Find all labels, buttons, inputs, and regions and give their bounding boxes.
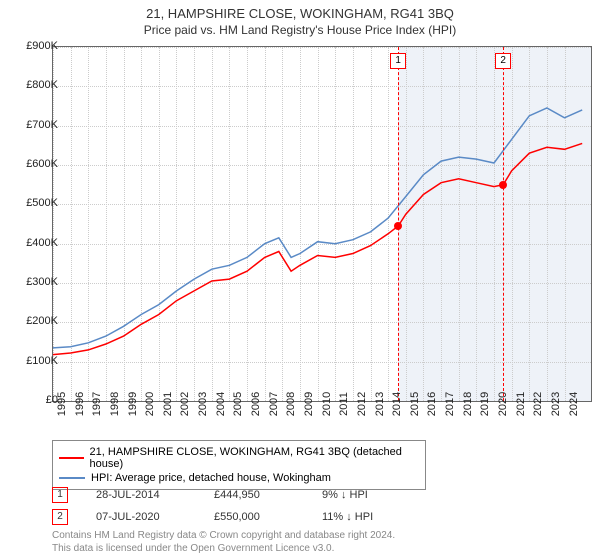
footer-line: Contains HM Land Registry data © Crown c… — [52, 530, 395, 543]
transaction-date: 28-JUL-2014 — [96, 489, 186, 501]
legend-label-hpi: HPI: Average price, detached house, Woki… — [91, 472, 331, 484]
x-axis-label: 2016 — [426, 392, 438, 416]
transaction-row: 1 28-JUL-2014 £444,950 9% ↓ HPI — [52, 484, 373, 506]
transactions-table: 1 28-JUL-2014 £444,950 9% ↓ HPI 2 07-JUL… — [52, 484, 373, 528]
marker-point — [394, 222, 402, 230]
x-axis-label: 2023 — [550, 392, 562, 416]
x-axis-label: 2012 — [356, 392, 368, 416]
x-axis-label: 2011 — [338, 392, 350, 416]
x-axis-label: 2000 — [144, 392, 156, 416]
x-axis-label: 2022 — [532, 392, 544, 416]
transaction-marker: 1 — [52, 487, 68, 503]
legend: 21, HAMPSHIRE CLOSE, WOKINGHAM, RG41 3BQ… — [52, 440, 426, 490]
chart-title: 21, HAMPSHIRE CLOSE, WOKINGHAM, RG41 3BQ — [0, 0, 600, 21]
x-axis-label: 2003 — [197, 392, 209, 416]
x-axis-label: 2024 — [568, 392, 580, 416]
transaction-price: £444,950 — [214, 489, 294, 501]
x-axis-label: 1997 — [91, 392, 103, 416]
x-axis-label: 2009 — [303, 392, 315, 416]
transaction-marker: 2 — [52, 509, 68, 525]
y-axis-label: £0 — [8, 394, 58, 406]
transaction-diff: 11% ↓ HPI — [322, 511, 373, 523]
x-axis-label: 2020 — [497, 392, 509, 416]
marker-point — [499, 181, 507, 189]
x-axis-label: 2017 — [444, 392, 456, 416]
legend-swatch-hpi — [59, 477, 85, 479]
footer-line: This data is licensed under the Open Gov… — [52, 543, 395, 556]
x-axis-label: 2018 — [462, 392, 474, 416]
legend-item-property: 21, HAMPSHIRE CLOSE, WOKINGHAM, RG41 3BQ… — [59, 445, 419, 471]
chart-container: 21, HAMPSHIRE CLOSE, WOKINGHAM, RG41 3BQ… — [0, 0, 600, 560]
x-axis-label: 2010 — [321, 392, 333, 416]
transaction-diff: 9% ↓ HPI — [322, 489, 368, 501]
marker-label: 2 — [495, 53, 511, 69]
transaction-price: £550,000 — [214, 511, 294, 523]
x-axis-label: 1995 — [56, 392, 68, 416]
x-axis-label: 2013 — [374, 392, 386, 416]
x-axis-label: 2005 — [232, 392, 244, 416]
marker-label: 1 — [390, 53, 406, 69]
x-axis-label: 2008 — [285, 392, 297, 416]
y-axis-label: £500K — [8, 197, 58, 209]
legend-label-property: 21, HAMPSHIRE CLOSE, WOKINGHAM, RG41 3BQ… — [90, 446, 419, 470]
y-axis-label: £800K — [8, 79, 58, 91]
transaction-date: 07-JUL-2020 — [96, 511, 186, 523]
y-axis-label: £200K — [8, 315, 58, 327]
legend-item-hpi: HPI: Average price, detached house, Woki… — [59, 471, 419, 485]
x-axis-label: 1996 — [74, 392, 86, 416]
x-axis-label: 2002 — [179, 392, 191, 416]
x-axis-label: 2015 — [409, 392, 421, 416]
x-axis-label: 2019 — [479, 392, 491, 416]
y-axis-label: £100K — [8, 355, 58, 367]
x-axis-label: 2004 — [215, 392, 227, 416]
x-axis-label: 2001 — [162, 392, 174, 416]
marker-line — [503, 47, 504, 401]
transaction-row: 2 07-JUL-2020 £550,000 11% ↓ HPI — [52, 506, 373, 528]
x-axis-label: 1998 — [109, 392, 121, 416]
x-axis-label: 2007 — [268, 392, 280, 416]
plot-area: 12 — [52, 46, 592, 402]
x-axis-label: 2021 — [515, 392, 527, 416]
footer-attribution: Contains HM Land Registry data © Crown c… — [52, 530, 395, 555]
line-series — [53, 47, 591, 401]
y-axis-label: £300K — [8, 276, 58, 288]
y-axis-label: £900K — [8, 40, 58, 52]
x-axis-label: 2006 — [250, 392, 262, 416]
legend-swatch-property — [59, 457, 84, 459]
y-axis-label: £400K — [8, 237, 58, 249]
x-axis-label: 2014 — [391, 392, 403, 416]
y-axis-label: £600K — [8, 158, 58, 170]
y-axis-label: £700K — [8, 119, 58, 131]
chart-subtitle: Price paid vs. HM Land Registry's House … — [0, 21, 600, 41]
x-axis-label: 1999 — [127, 392, 139, 416]
